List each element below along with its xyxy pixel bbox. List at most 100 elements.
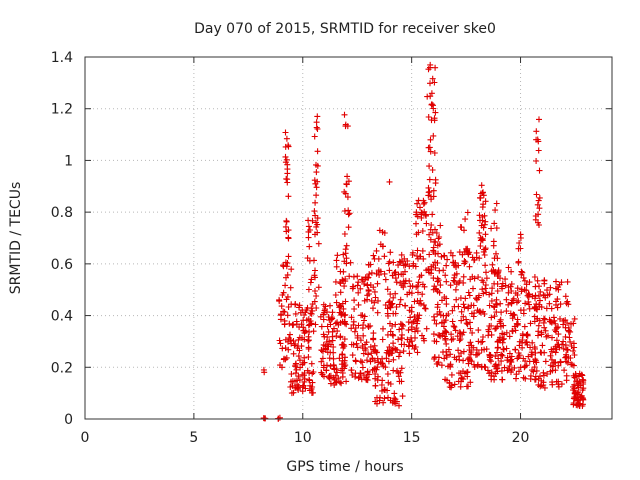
data-point [277,340,284,347]
data-point [567,338,574,345]
data-point [414,349,421,356]
data-point [384,371,391,377]
data-point [453,264,460,270]
data-point [398,251,405,258]
data-point [480,192,487,199]
data-point [376,227,383,234]
data-point [488,314,495,321]
data-point [408,290,415,297]
data-point [343,242,350,249]
data-point [538,329,545,336]
data-point [423,212,429,219]
data-point [392,269,399,276]
data-point [363,374,370,380]
data-point [318,369,325,376]
data-point [565,301,572,308]
data-point [305,228,312,235]
data-point [372,294,379,301]
data-point [342,190,349,197]
data-point [529,351,536,358]
data-point [387,249,394,256]
data-point [515,258,522,265]
data-point [338,380,345,387]
data-point [282,159,289,166]
data-point [313,119,320,126]
data-point [447,362,454,369]
data-point [313,124,320,131]
data-point [506,363,513,369]
data-point [465,251,472,258]
data-point [293,360,299,367]
data-point [384,347,391,354]
data-point [459,331,466,338]
y-tick-label: 1.4 [51,50,73,66]
data-point [425,66,432,73]
data-point [532,292,539,299]
data-point [521,286,528,293]
data-points [260,61,587,422]
data-point [466,292,473,299]
data-point [391,395,398,402]
data-point [464,356,471,363]
data-point [556,344,563,351]
data-point [444,256,451,263]
data-point [371,357,378,364]
data-point [483,275,490,282]
data-point [318,347,325,354]
data-point [431,283,438,290]
data-point [443,295,450,302]
data-point [562,333,569,340]
data-point [396,402,402,409]
data-point [331,365,338,372]
data-point [327,302,333,309]
data-point [437,222,444,229]
data-point [445,311,452,317]
data-point [397,259,404,266]
data-point [338,361,345,368]
data-point [494,288,501,294]
data-point [308,390,315,396]
plot-frame [84,56,613,420]
data-point [376,272,383,278]
data-point [383,355,390,362]
data-point [294,384,301,391]
data-point [415,315,422,322]
data-point [423,220,430,227]
data-point [323,367,330,374]
data-point [458,308,465,315]
data-point [374,394,380,401]
data-point [372,382,379,389]
data-point [471,310,478,317]
data-point [557,358,564,365]
data-point [497,323,504,330]
data-point [282,259,289,266]
data-point [360,332,367,339]
data-point [260,366,267,373]
data-point [503,329,510,336]
data-point [361,280,368,287]
data-point [421,283,428,290]
data-point [436,234,443,240]
data-point [438,253,445,260]
data-point [480,290,487,297]
data-point [478,347,485,353]
data-point [417,297,424,304]
data-point [442,376,449,383]
data-point [325,328,332,335]
x-tick-label: 0 [81,430,90,446]
data-point [290,350,297,357]
data-point [353,340,360,347]
data-point [509,328,516,335]
data-point [321,333,328,340]
data-point [400,284,407,291]
data-point [288,371,295,377]
data-point [436,308,443,315]
data-point [438,362,445,369]
data-point [533,136,540,143]
data-point [299,361,306,368]
data-point [462,216,469,223]
data-point [510,311,517,318]
data-point [492,370,499,377]
data-point [282,129,289,136]
data-point [488,369,495,376]
